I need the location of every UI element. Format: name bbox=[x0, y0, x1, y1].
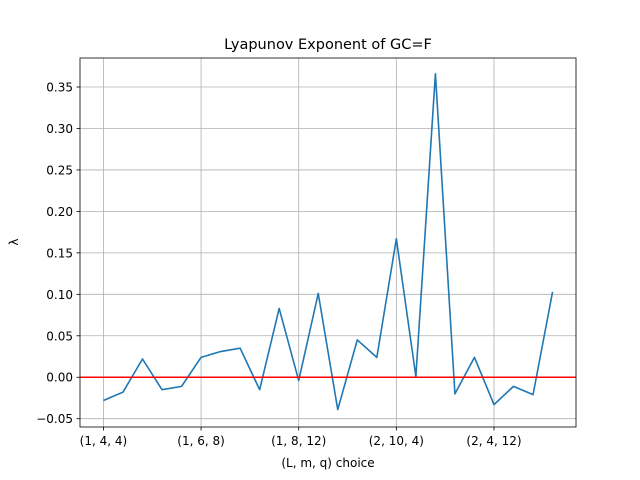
y-tick-label: 0.00 bbox=[46, 371, 73, 385]
x-axis-label: (L, m, q) choice bbox=[281, 456, 374, 470]
y-axis-ticks: −0.05 0.00 0.05 0.10 0.15 0.20 0.25 0.30 0.35 bbox=[36, 81, 80, 426]
plot-frame bbox=[79, 57, 577, 428]
chart-title: Lyapunov Exponent of GC=F bbox=[224, 37, 432, 53]
grid-lines bbox=[80, 58, 576, 427]
y-tick-label: 0.35 bbox=[46, 81, 73, 95]
x-tick-label: (1, 6, 8) bbox=[177, 434, 225, 448]
x-axis-ticks: (1, 4, 4) (1, 6, 8) (1, 8, 12) (2, 10, 4) (2… bbox=[80, 427, 522, 448]
y-tick-label: 0.30 bbox=[46, 122, 73, 136]
x-tick-label: (2, 4, 12) bbox=[466, 434, 521, 448]
y-tick-label: 0.15 bbox=[46, 246, 73, 260]
y-tick-label: 0.25 bbox=[46, 163, 73, 177]
series-group bbox=[103, 72, 554, 411]
x-tick-label: (1, 8, 12) bbox=[271, 434, 326, 448]
y-tick-label: 0.20 bbox=[46, 205, 73, 219]
y-tick-label: 0.05 bbox=[46, 329, 73, 343]
series-line bbox=[103, 72, 554, 411]
x-tick-label: (2, 10, 4) bbox=[369, 434, 424, 448]
y-tick-label: −0.05 bbox=[36, 412, 73, 426]
x-tick-label: (1, 4, 4) bbox=[80, 434, 128, 448]
y-tick-label: 0.10 bbox=[46, 288, 73, 302]
y-axis-label: λ bbox=[7, 238, 21, 245]
